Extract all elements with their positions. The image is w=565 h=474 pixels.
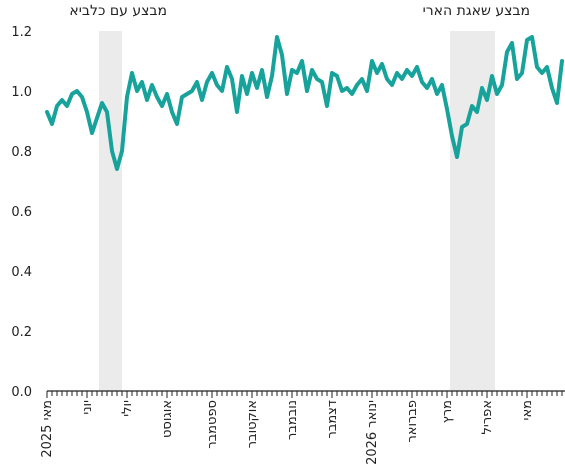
x-tick-label: פברואר (405, 400, 420, 443)
x-tick-label: יולי (120, 400, 135, 417)
x-tick-label: דצמבר (325, 400, 340, 439)
y-tick-label: 0.0 (11, 385, 32, 400)
y-tick-label: 0.6 (11, 205, 32, 220)
x-tick-label: מאי (520, 400, 535, 420)
x-tick-label: מרץ (440, 400, 455, 423)
annotation: מבצע שאגת הארי (423, 3, 530, 19)
x-tick-label: ינואר 2026 (365, 400, 380, 465)
x-tick-label: אוגוסט (160, 400, 175, 438)
y-tick-label: 1.2 (11, 25, 32, 40)
x-tick-label: מאי 2025 (40, 400, 55, 458)
y-tick-label: 0.4 (11, 265, 32, 280)
x-tick-label: ספטמבר (205, 400, 220, 449)
shaded-period (99, 31, 122, 391)
y-tick-label: 0.8 (11, 145, 32, 160)
x-tick-label: אוקטובר (245, 400, 260, 448)
y-tick-label: 1.0 (11, 85, 32, 100)
x-tick-label: אפריל (480, 400, 495, 434)
annotation: מבצע עם כלביא (69, 3, 167, 19)
line (45, 35, 564, 171)
x-tick-label: נובמבר (285, 400, 300, 440)
y-tick-label: 0.2 (11, 325, 32, 340)
x-tick-label: יוני (80, 400, 95, 415)
